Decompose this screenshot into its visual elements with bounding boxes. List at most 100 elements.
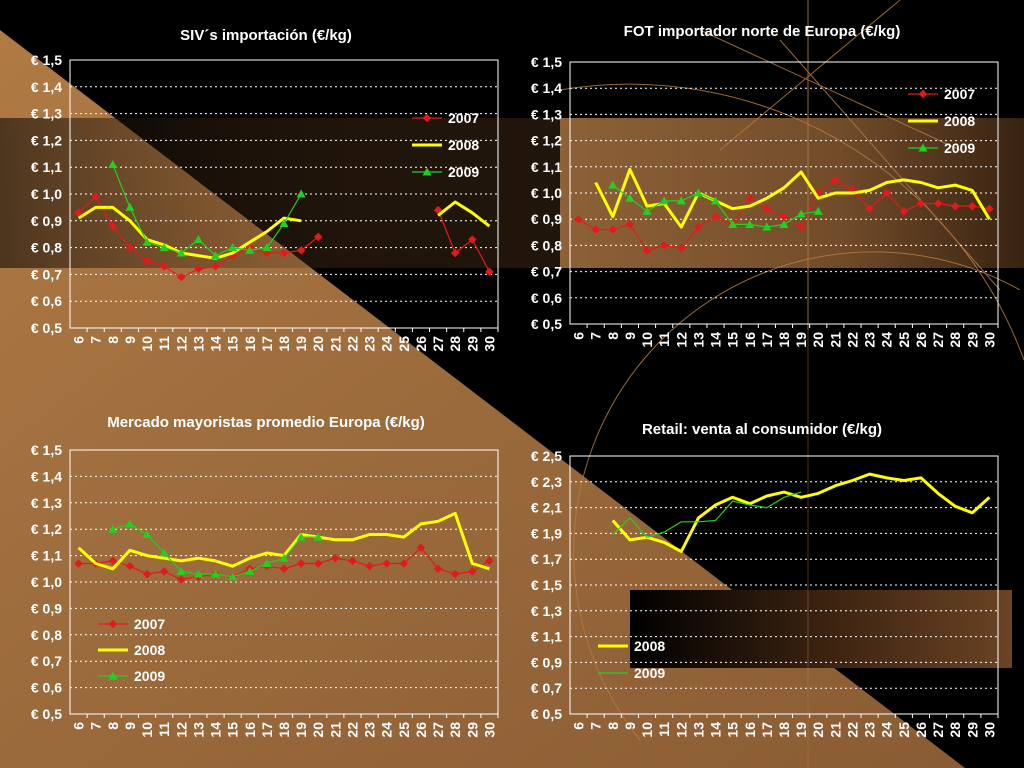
x-tick-label: 12 (673, 722, 689, 738)
x-tick-label: 17 (759, 332, 775, 348)
point-2009 (813, 206, 823, 215)
x-tick-label: 30 (981, 332, 997, 348)
series-line-2009 (612, 491, 802, 538)
y-tick-label: € 0,7 (531, 264, 562, 280)
x-tick-label: 7 (588, 332, 604, 340)
y-tick-label: € 1,5 (31, 52, 62, 68)
legend-marker-2007 (422, 113, 432, 123)
x-tick-label: 16 (742, 722, 758, 738)
x-tick-label: 8 (105, 722, 121, 730)
x-tick-label: 26 (913, 332, 929, 348)
x-tick-label: 10 (139, 722, 155, 738)
x-tick-label: 6 (571, 722, 587, 730)
y-tick-label: € 1,0 (531, 185, 562, 201)
y-tick-label: € 1,3 (31, 495, 62, 511)
point-2007 (194, 264, 203, 274)
point-2009 (796, 209, 806, 218)
point-2009 (608, 180, 618, 189)
x-tick-label: 9 (122, 722, 138, 730)
x-tick-label: 18 (776, 722, 792, 738)
x-tick-label: 6 (71, 336, 87, 344)
legend-label-2008: 2008 (944, 113, 975, 129)
x-tick-label: 9 (622, 722, 638, 730)
chart-title: FOT importador norte de Europa (€/kg) (624, 23, 901, 40)
point-2009 (296, 189, 306, 198)
series-line-2008 (77, 200, 491, 260)
x-tick-label: 19 (293, 336, 309, 352)
x-tick-label: 28 (947, 332, 963, 348)
x-tick-label: 18 (276, 336, 292, 352)
legend-marker-2007 (918, 89, 928, 99)
legend-marker-2009 (422, 167, 432, 176)
legend-label-2008: 2008 (448, 137, 479, 153)
legend-label-2009: 2009 (944, 140, 975, 156)
x-tick-label: 18 (276, 722, 292, 738)
point-2007 (468, 235, 477, 244)
y-tick-label: € 0,8 (531, 237, 562, 253)
legend-label-2009: 2009 (448, 164, 479, 180)
x-tick-label: 18 (776, 332, 792, 348)
y-tick-label: € 0,6 (31, 293, 62, 309)
x-tick-label: 22 (344, 336, 360, 352)
point-2009 (296, 532, 306, 541)
y-tick-label: € 1,4 (31, 79, 62, 95)
y-tick-label: € 2,1 (531, 500, 562, 516)
x-tick-label: 20 (810, 722, 826, 738)
point-2009 (642, 206, 652, 215)
point-2009 (176, 566, 186, 575)
legend-label-2008: 2008 (634, 638, 665, 654)
point-2009 (279, 218, 289, 227)
x-tick-label: 25 (396, 722, 412, 738)
x-tick-label: 26 (413, 722, 429, 738)
x-tick-label: 25 (896, 722, 912, 738)
chart-siv-importacion: SIV´s importación (€/kg) € 1,5 € 1,4 € 1,3… (31, 27, 499, 352)
point-2007 (450, 569, 460, 579)
point-2009 (108, 524, 118, 533)
x-tick-label: 11 (656, 332, 672, 347)
x-tick-label: 23 (362, 722, 378, 738)
point-2007 (365, 561, 374, 571)
y-tick-label: € 0,9 (31, 600, 62, 616)
point-2009 (142, 237, 152, 246)
point-2007 (485, 556, 494, 566)
point-2009 (625, 193, 635, 202)
x-tick-label: 17 (259, 336, 275, 352)
point-2007 (74, 208, 83, 218)
point-2009 (125, 202, 135, 211)
x-tick-label: 13 (190, 336, 206, 352)
x-tick-label: 28 (447, 336, 463, 352)
y-tick-label: € 1,1 (531, 159, 562, 175)
point-2007 (91, 192, 100, 201)
x-tick-label: 14 (708, 332, 724, 348)
x-tick-label: 24 (379, 336, 395, 352)
x-tick-label: 20 (810, 332, 826, 348)
x-tick-label: 11 (656, 722, 672, 737)
x-tick-label: 16 (742, 332, 758, 348)
point-2007 (331, 553, 340, 563)
y-tick-label: € 0,5 (531, 316, 562, 332)
x-tick-label: 27 (930, 332, 946, 348)
point-2007 (159, 262, 169, 271)
point-2007 (177, 272, 186, 282)
x-tick-label: 15 (725, 332, 741, 348)
point-2009 (142, 529, 152, 538)
point-2009 (779, 219, 789, 228)
x-tick-label: 26 (413, 336, 429, 352)
x-tick-label: 24 (879, 722, 895, 738)
x-tick-label: 7 (88, 722, 104, 730)
x-tick-label: 8 (105, 336, 121, 344)
x-tick-label: 30 (481, 722, 497, 738)
x-tick-label: 23 (862, 722, 878, 738)
x-tick-label: 24 (879, 332, 895, 348)
x-tick-label: 24 (379, 722, 395, 738)
y-tick-label: € 0,9 (531, 654, 562, 670)
y-tick-label: € 2,5 (531, 448, 562, 464)
x-tick-label: 23 (362, 336, 378, 352)
point-2007 (382, 559, 391, 568)
point-2009 (711, 196, 721, 205)
point-2009 (762, 222, 772, 231)
point-2007 (468, 567, 477, 576)
point-2009 (745, 219, 755, 228)
